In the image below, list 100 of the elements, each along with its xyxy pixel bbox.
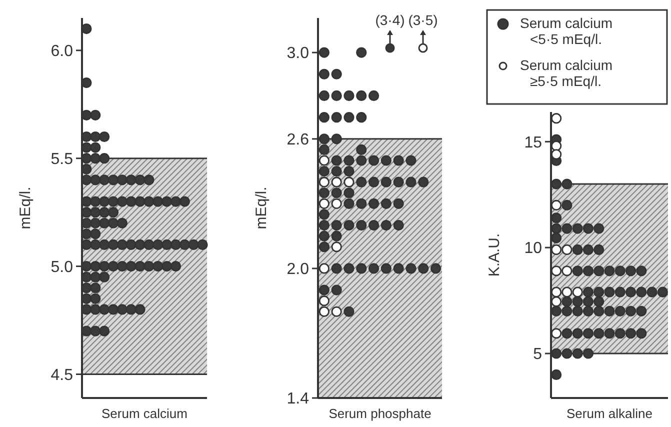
point [406, 176, 416, 188]
point [90, 174, 101, 186]
x-axis-title: Serum alkaline [566, 406, 652, 421]
point [179, 196, 190, 207]
point [344, 188, 354, 198]
x-axis-title: Serum phosphate [328, 406, 432, 421]
point [572, 296, 583, 307]
point [318, 112, 330, 123]
point [331, 284, 342, 296]
point [162, 196, 172, 207]
point [344, 112, 354, 123]
point [614, 266, 626, 276]
point [562, 296, 572, 307]
point [126, 260, 136, 272]
y-tick-label: 2.6 [286, 132, 310, 149]
point [582, 328, 594, 339]
point [318, 155, 330, 166]
point [356, 144, 367, 156]
point [636, 286, 647, 298]
point [393, 155, 404, 166]
point [562, 266, 572, 276]
point [344, 306, 354, 317]
point [318, 284, 330, 296]
point [99, 174, 110, 186]
point [331, 242, 342, 252]
point [162, 260, 172, 272]
point [331, 220, 342, 231]
point [108, 239, 119, 250]
point [604, 286, 615, 298]
point [356, 47, 367, 58]
point [551, 178, 562, 190]
point [90, 326, 101, 336]
point [368, 220, 380, 231]
point [318, 176, 330, 188]
point [318, 144, 330, 156]
y-tick-label: 10 [524, 240, 542, 258]
point [604, 266, 615, 276]
point [594, 328, 604, 339]
point [551, 286, 562, 298]
point [99, 153, 110, 164]
point [318, 188, 330, 198]
point [604, 328, 615, 339]
point [144, 239, 154, 250]
point [331, 134, 342, 144]
point [99, 272, 110, 282]
point [393, 263, 404, 274]
point [116, 260, 128, 272]
x-axis-title: Serum calcium [102, 406, 188, 421]
point [380, 176, 392, 188]
point [356, 112, 367, 123]
point [152, 196, 164, 207]
annotation: (3·4) [375, 12, 405, 28]
annotation: (3·5) [408, 12, 438, 28]
point [99, 207, 110, 218]
point [108, 218, 119, 228]
point [108, 304, 119, 315]
point [99, 239, 110, 250]
point [582, 244, 594, 256]
point [126, 196, 136, 207]
point [614, 286, 626, 298]
point [344, 155, 354, 166]
point [594, 266, 604, 276]
point [594, 244, 604, 256]
point [368, 155, 380, 166]
point [636, 328, 647, 339]
point [331, 166, 342, 177]
point [551, 244, 562, 256]
point [625, 328, 636, 339]
y-tick-label: 4.5 [50, 366, 74, 384]
point [116, 196, 128, 207]
point [594, 296, 604, 307]
point [406, 263, 416, 274]
point [134, 239, 146, 250]
point [90, 239, 101, 250]
point [90, 293, 101, 304]
point [126, 174, 136, 186]
point [551, 212, 562, 224]
point [393, 176, 404, 188]
y-axis-title: mEq/l. [17, 186, 34, 230]
point [562, 306, 572, 316]
point [562, 223, 572, 234]
point [99, 260, 110, 272]
point [152, 239, 164, 250]
point [134, 304, 146, 315]
point [551, 306, 562, 316]
point [356, 155, 367, 166]
point [90, 282, 101, 294]
point [99, 196, 110, 207]
point [331, 198, 342, 209]
point [562, 328, 572, 339]
point [380, 155, 392, 166]
point [99, 218, 110, 228]
point [344, 90, 354, 102]
point [582, 223, 594, 234]
point [90, 272, 101, 282]
y-axis-title: K.A.U. [486, 233, 503, 277]
y-tick-label: 6.0 [50, 42, 74, 60]
point [318, 220, 330, 231]
point [582, 306, 594, 316]
point [170, 239, 182, 250]
